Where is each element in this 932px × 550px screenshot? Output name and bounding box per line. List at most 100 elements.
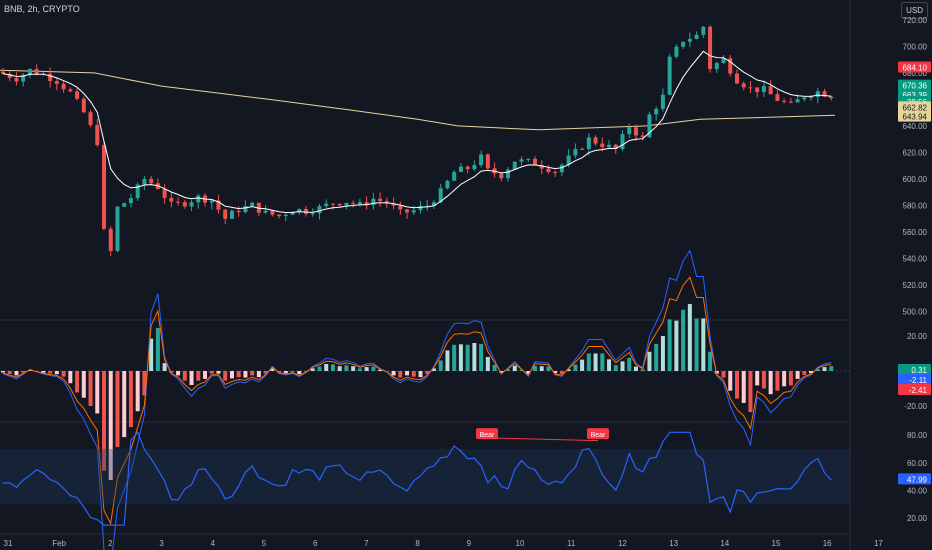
macd-histogram-bar [236,371,241,378]
macd-histogram-bar [283,371,288,374]
macd-tick-label: 20.00 [907,332,928,341]
macd-histogram-bar [674,320,679,371]
candle-body [755,87,760,93]
currency-button[interactable]: USD [901,2,928,19]
candle-body [1,71,5,74]
candle-body [283,214,288,217]
candle-body [371,198,376,206]
macd-histogram-bar [694,318,699,371]
macd-histogram-bar [755,371,760,386]
candle-body [431,202,436,206]
time-tick-label: 2 [108,539,113,548]
price-label-bg [898,110,931,122]
macd-histogram-bar [445,350,450,371]
time-tick-label: 5 [262,539,267,548]
macd-histogram-bar [741,371,746,403]
candle-body [128,198,133,204]
macd-histogram-bar [809,371,814,374]
macd-histogram-bar [155,328,160,371]
candle-body [411,210,416,213]
macd-label-bg [898,384,931,395]
macd-histogram-bar [378,369,383,371]
price-label: 663.39 [903,91,928,100]
bear-annotation: Bear [591,432,606,439]
macd-histogram-bar [115,371,120,448]
macd-histogram-bar [95,371,100,414]
macd-histogram-bar [775,371,780,391]
macd-histogram-bar [633,366,638,371]
candle-body [7,73,12,79]
candle-body [378,198,383,202]
macd-histogram-bar [21,371,26,373]
candle-body [21,74,26,82]
macd-histogram-bar [654,343,659,371]
candle-body [593,137,598,144]
candle-body [48,73,53,82]
time-tick-label: 13 [669,539,678,548]
macd-histogram-bar [149,338,154,371]
candle-body [337,203,342,206]
candle-body [809,96,814,98]
ema-line [2,50,832,214]
macd-histogram-bar [169,371,174,373]
macd-histogram-bar [48,371,53,374]
macd-histogram-bar [438,360,443,371]
price-tick-label: 620.00 [903,148,928,157]
macd-histogram-bar [580,359,585,371]
macd-histogram-bar [263,371,268,374]
time-tick-label: 11 [567,539,576,548]
rsi-tick-label: 40.00 [907,486,928,495]
macd-histogram-bar [81,371,86,398]
candle-body [607,144,612,148]
macd-histogram-bar [519,369,524,371]
macd-histogram-bar [102,371,107,471]
time-tick-label: 31 [4,539,13,548]
macd-histogram-bar [627,357,632,371]
candle-body [263,210,268,213]
candle-body [566,155,571,165]
macd-histogram-bar [122,371,127,438]
candle-body [54,81,59,84]
bear-label-bg [587,428,609,440]
macd-histogram-bar [714,371,719,374]
candle-body [438,188,443,203]
macd-histogram-bar [512,365,517,371]
macd-histogram-bar [479,343,484,371]
candle-body [236,210,241,213]
candle-body [405,209,410,213]
candle-body [633,127,638,136]
candle-body [458,166,463,173]
macd-histogram-bar [708,351,713,371]
price-tick-label: 680.00 [903,69,928,78]
macd-histogram-bar [1,371,5,373]
macd-histogram-bar [418,371,423,378]
macd-histogram-bar [189,371,194,385]
macd-histogram-bar [573,364,578,371]
candle-body [34,68,39,75]
time-tick-label: 12 [618,539,627,548]
candle-body [209,200,214,203]
price-label-bg [898,61,931,73]
candle-body [485,154,490,169]
candle-body [694,34,699,39]
macd-histogram-bar [344,365,349,371]
divergence-line [486,437,599,442]
candle-body [721,58,726,64]
macd-histogram-bar [229,371,234,379]
candle-body [782,100,787,102]
macd-histogram-bar [472,343,477,371]
macd-histogram-bar [734,371,739,399]
macd-histogram-bar [398,371,403,378]
candle-body [526,158,531,160]
price-tick-label: 560.00 [903,228,928,237]
price-tick-label: 700.00 [903,42,928,51]
macd-histogram-bar [68,371,73,384]
rsi-tick-label: 80.00 [907,431,928,440]
time-tick-label: 16 [823,539,832,548]
candle-body [499,173,504,179]
candle-body [351,202,356,204]
price-label: 662.82 [903,103,928,112]
macd-histogram-bar [728,371,733,391]
candle-body [304,209,309,214]
